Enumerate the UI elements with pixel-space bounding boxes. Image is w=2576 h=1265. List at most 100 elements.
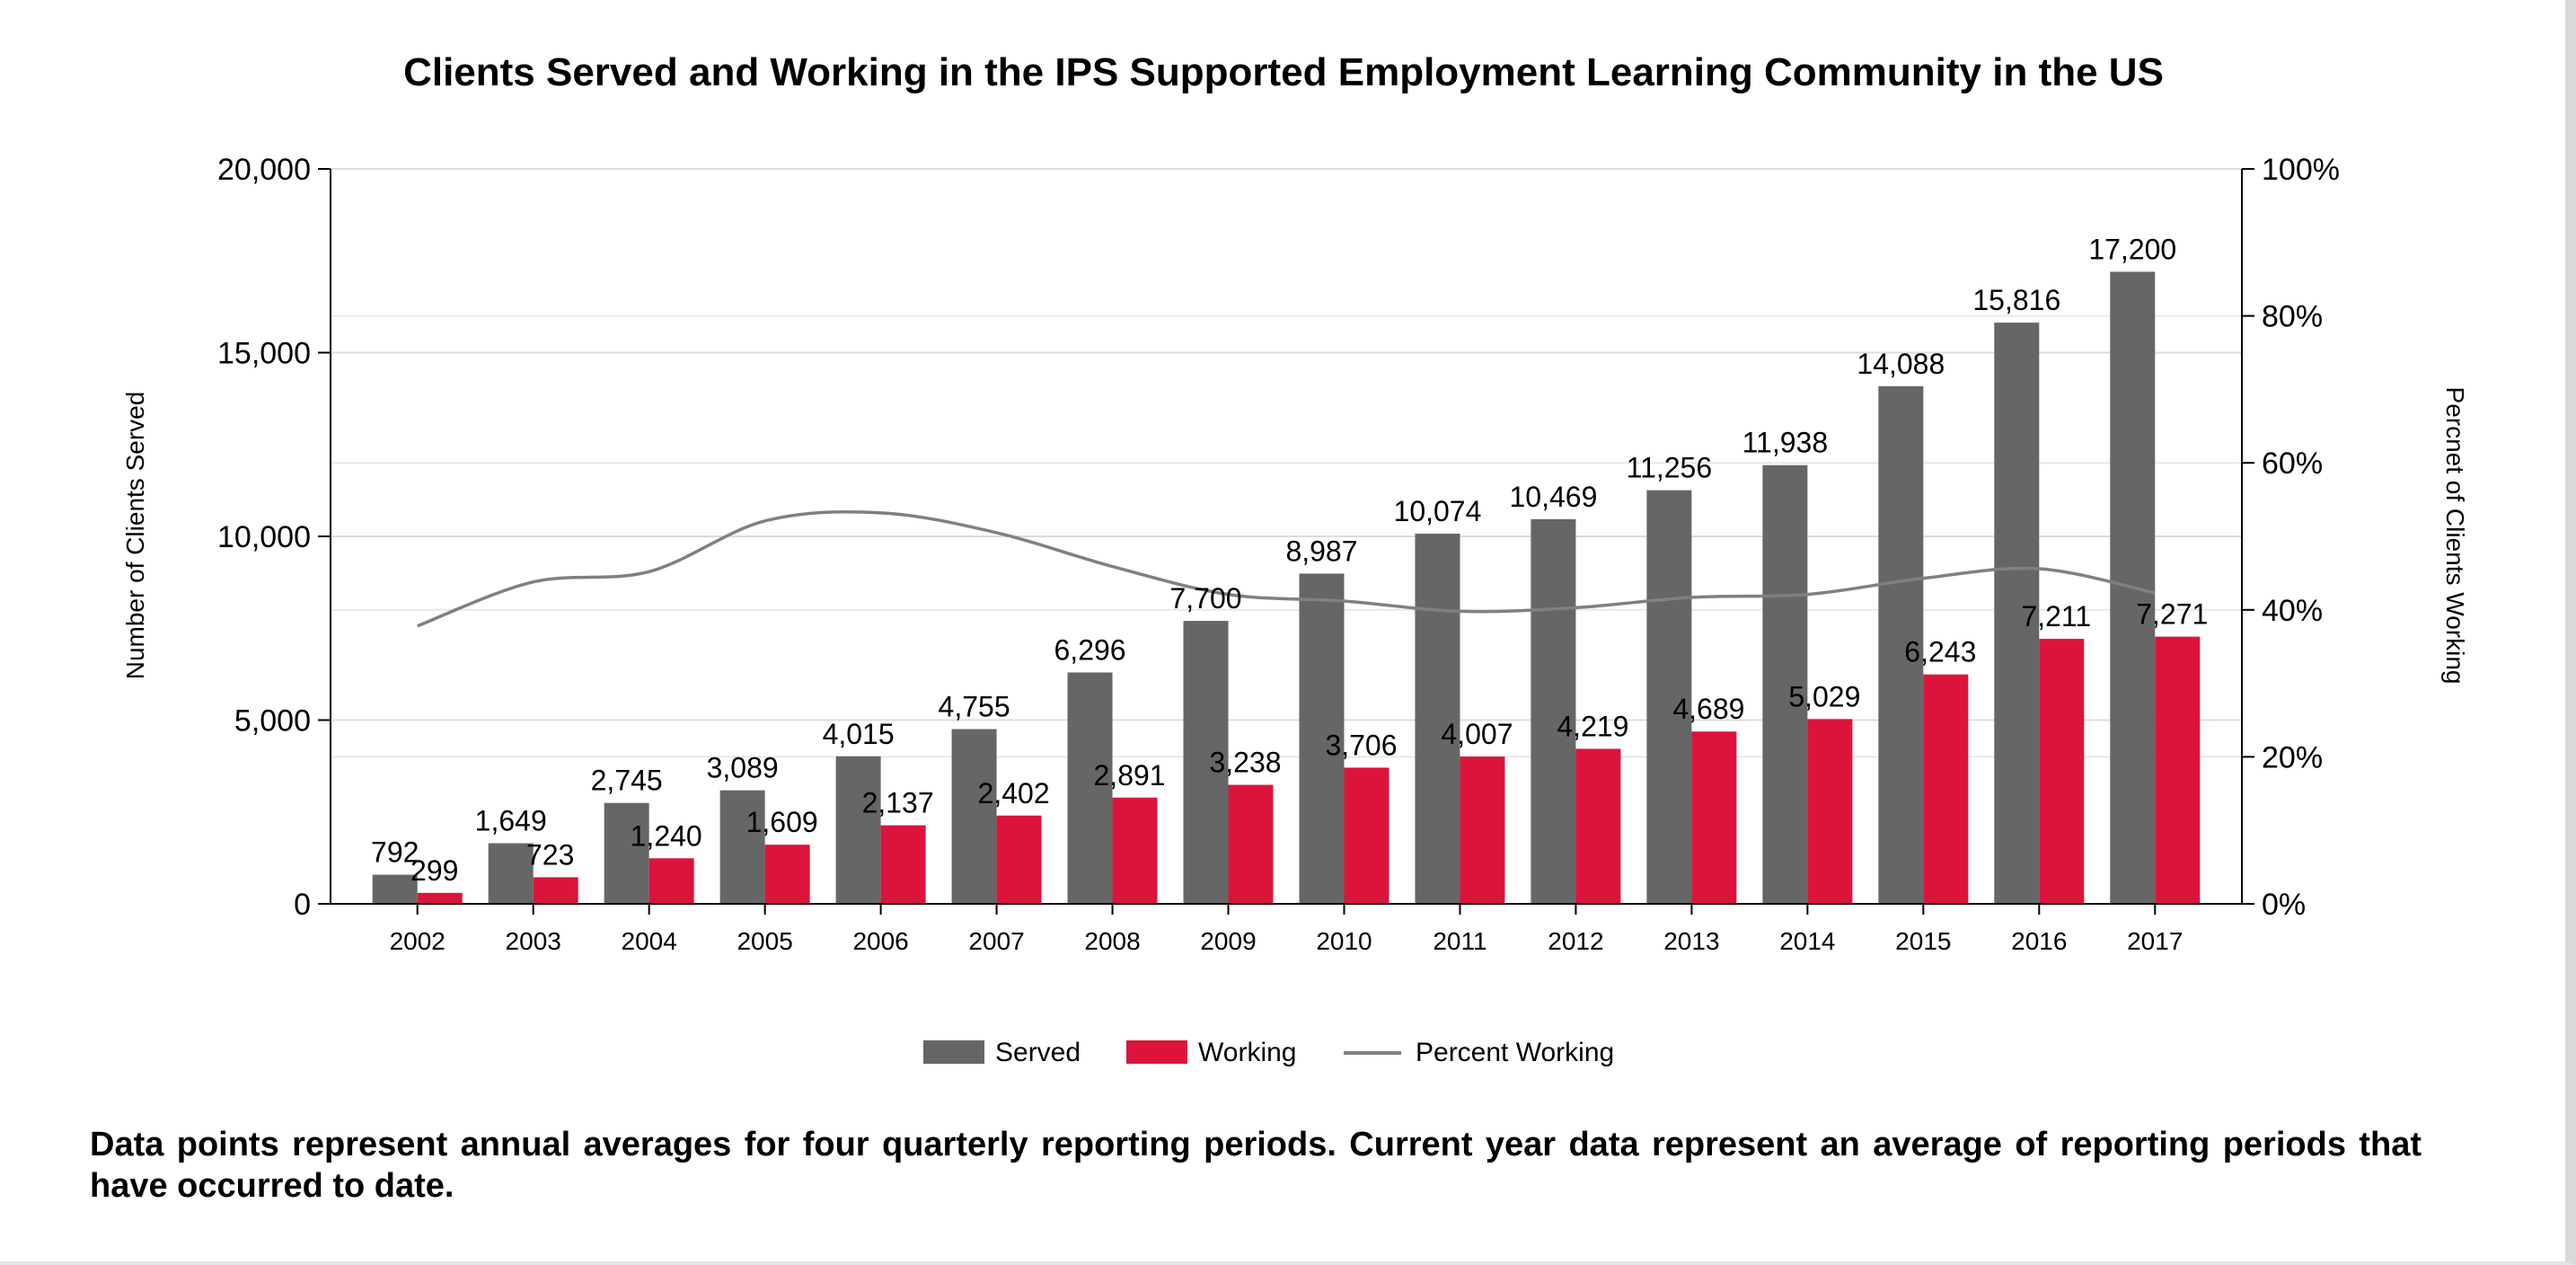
bar-working <box>1228 784 1274 904</box>
x-tick-label: 2006 <box>852 927 908 955</box>
bar-served <box>1299 573 1345 904</box>
data-label-working: 6,243 <box>1904 636 1976 668</box>
bar-working <box>1575 748 1621 904</box>
y2-tick-label: 80% <box>2262 300 2323 334</box>
bar-served <box>1531 518 1576 904</box>
data-label-served: 11,938 <box>1742 427 1829 459</box>
x-tick-label: 2004 <box>622 927 677 955</box>
bar-served <box>1994 323 2040 904</box>
data-label-working: 4,007 <box>1441 718 1513 750</box>
data-label-working: 4,689 <box>1672 693 1744 725</box>
data-label-served: 11,256 <box>1627 452 1713 484</box>
legend-label-working: Working <box>1198 1038 1296 1067</box>
x-tick-label: 2005 <box>737 927 792 955</box>
x-tick-label: 2007 <box>968 927 1024 955</box>
data-label-served: 4,015 <box>823 718 895 750</box>
y-axis-title: Number of Clients Served <box>121 392 149 680</box>
x-tick-label: 2013 <box>1663 927 1719 955</box>
x-tick-label: 2008 <box>1084 927 1140 955</box>
bar-served <box>1183 621 1229 904</box>
data-label-served: 15,816 <box>1972 284 2060 316</box>
axes: 2002 2003 2004 2005 2006 2007 2008 2009 2010 2011… <box>217 153 2340 955</box>
bar-served <box>488 843 534 904</box>
y-tick-label: 15,000 <box>217 337 311 371</box>
x-tick-label: 2016 <box>2011 927 2067 955</box>
y-tick-label: 0 <box>294 888 311 922</box>
bar-working <box>1112 797 1158 904</box>
percent-working-line <box>417 510 2156 628</box>
x-tick-label: 2011 <box>1433 927 1486 955</box>
bar-working <box>764 845 810 904</box>
y-tick-label: 10,000 <box>217 520 311 554</box>
data-label-working: 299 <box>410 854 458 887</box>
footnote: Data points represent annual averages fo… <box>90 1126 2422 1205</box>
bar-working <box>2039 639 2085 904</box>
bar-working <box>1923 674 1969 904</box>
data-label-served: 4,755 <box>939 691 1010 723</box>
y2-tick-label: 0% <box>2262 888 2306 922</box>
x-tick-label: 2009 <box>1200 927 1256 955</box>
data-label-working: 1,609 <box>746 806 818 838</box>
data-label-served: 10,469 <box>1509 481 1597 513</box>
data-label-served: 10,074 <box>1394 495 1482 527</box>
x-tick-label: 2014 <box>1779 927 1835 955</box>
x-tick-label: 2017 <box>2127 927 2183 955</box>
bar-working <box>533 877 578 904</box>
bar-served <box>1415 533 1460 904</box>
data-label-served: 17,200 <box>2088 234 2176 266</box>
percent-line <box>417 510 2156 628</box>
data-label-served: 1,649 <box>475 805 547 837</box>
bar-working <box>1344 767 1389 904</box>
data-label-working: 4,219 <box>1557 710 1628 742</box>
legend-swatch-served <box>923 1040 984 1064</box>
bars <box>372 271 2201 905</box>
legend-label-served: Served <box>995 1038 1081 1067</box>
bar-working <box>880 825 926 904</box>
bar-working <box>996 815 1042 904</box>
legend-swatch-working <box>1126 1040 1187 1064</box>
bar-served <box>835 756 881 904</box>
bar-served <box>719 790 765 904</box>
y2-tick-label: 60% <box>2262 447 2323 481</box>
bar-working <box>1807 719 1853 904</box>
data-label-served: 3,089 <box>707 752 779 784</box>
x-tick-label: 2012 <box>1548 927 1603 955</box>
data-label-served: 792 <box>371 836 419 869</box>
bar-working <box>1460 756 1505 904</box>
bar-served <box>372 874 418 904</box>
legend: Served Working Percent Working <box>923 1038 1614 1067</box>
bar-working <box>2155 636 2201 904</box>
data-label-served: 2,745 <box>591 765 663 797</box>
y-tick-label: 20,000 <box>217 153 311 187</box>
y2-tick-label: 100% <box>2262 153 2340 187</box>
bar-served <box>1762 464 1808 904</box>
data-label-working: 723 <box>526 838 574 871</box>
y2-tick-label: 40% <box>2262 594 2323 628</box>
bar-working <box>648 858 694 904</box>
data-label-served: 14,088 <box>1857 348 1945 380</box>
bar-served <box>1067 672 1113 904</box>
data-label-working: 2,891 <box>1094 759 1166 792</box>
legend-label-percent-working: Percent Working <box>1416 1038 1614 1067</box>
x-tick-label: 2010 <box>1316 927 1372 955</box>
data-label-working: 3,238 <box>1209 747 1281 779</box>
chart-title: Clients Served and Working in the IPS Su… <box>403 50 2164 94</box>
bar-working <box>417 892 463 904</box>
y2-axis-title: Percnet of Clients Working <box>2441 387 2469 685</box>
data-label-working: 1,240 <box>631 819 702 852</box>
x-tick-label: 2003 <box>506 927 561 955</box>
data-label-working: 2,137 <box>862 787 934 819</box>
data-label-served: 6,296 <box>1054 633 1126 666</box>
y2-tick-label: 20% <box>2262 740 2323 774</box>
data-label-working: 3,706 <box>1325 729 1397 761</box>
data-label-working: 5,029 <box>1788 680 1860 712</box>
data-label-working: 7,271 <box>2136 598 2208 631</box>
data-label-served: 8,987 <box>1285 535 1357 567</box>
data-label-working: 2,402 <box>978 777 1050 809</box>
x-tick-label: 2015 <box>1895 927 1951 955</box>
bar-served <box>1646 490 1692 904</box>
data-label-working: 7,211 <box>2021 600 2091 632</box>
bar-served <box>1878 385 1924 905</box>
